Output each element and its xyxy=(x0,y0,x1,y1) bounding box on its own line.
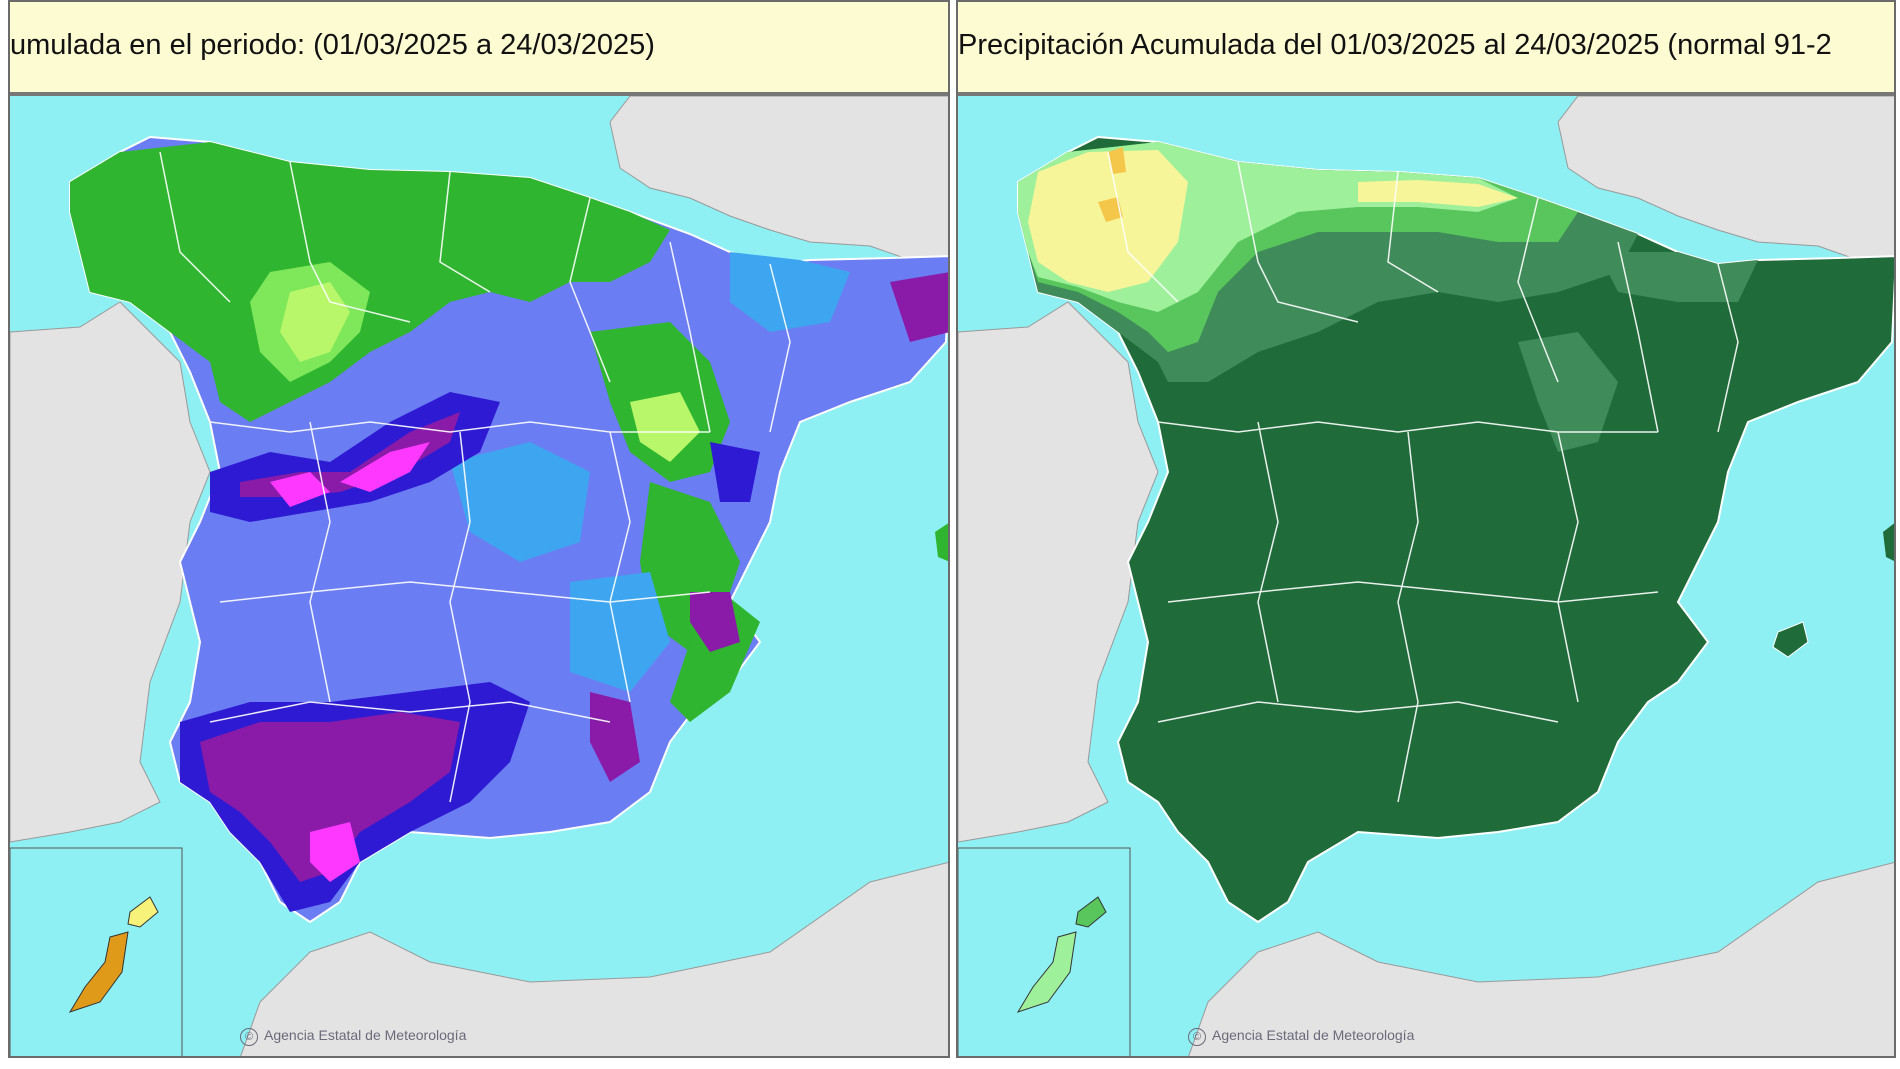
right-title-bar: Precipitación Acumulada del 01/03/2025 a… xyxy=(958,2,1894,96)
cantabria-yellow xyxy=(1358,180,1518,207)
east-dark-blue xyxy=(710,442,760,502)
right-map-title: Precipitación Acumulada del 01/03/2025 a… xyxy=(958,29,1832,61)
canary-inset-frame xyxy=(958,847,1131,1056)
right-credit: © Agencia Estatal de Meteorología xyxy=(1188,1027,1414,1046)
copyright-icon: © xyxy=(240,1028,258,1046)
canary-island-1 xyxy=(1075,896,1107,928)
morocco-land xyxy=(240,861,948,1056)
left-precipitation-map xyxy=(10,96,948,1056)
left-map-panel: umulada en el periodo: (01/03/2025 a 24/… xyxy=(8,0,950,1058)
west-magenta xyxy=(270,472,330,507)
france-land xyxy=(609,96,948,263)
right-credit-text: Agencia Estatal de Meteorología xyxy=(1212,1027,1415,1043)
northeast-cyan xyxy=(730,252,850,332)
sardinia-edge xyxy=(935,523,948,562)
canary-island-2 xyxy=(68,931,129,1013)
left-credit: © Agencia Estatal de Meteorología xyxy=(240,1027,466,1046)
south-band-purple xyxy=(200,712,460,882)
central-system-magenta xyxy=(340,442,430,492)
south-magenta xyxy=(310,822,360,882)
left-credit-text: Agencia Estatal de Meteorología xyxy=(264,1027,467,1043)
left-title-bar: umulada en el periodo: (01/03/2025 a 24/… xyxy=(10,2,948,96)
canary-inset-frame xyxy=(10,847,183,1056)
mallorca xyxy=(1772,621,1809,658)
france-land xyxy=(1557,96,1894,263)
sardinia-edge xyxy=(1883,523,1894,561)
copyright-icon: © xyxy=(1188,1028,1206,1046)
southeast-purple xyxy=(590,692,640,782)
east-coast-green xyxy=(670,582,760,722)
galicia-orange-1 xyxy=(1098,197,1123,222)
valencia-purple xyxy=(690,592,740,652)
ebro-light xyxy=(630,392,700,462)
canary-island-1 xyxy=(127,896,159,928)
ne-purple xyxy=(890,272,948,342)
canary-island-2 xyxy=(1016,931,1077,1013)
right-map-panel: Precipitación Acumulada del 01/03/2025 a… xyxy=(956,0,1896,1058)
left-map-title: umulada en el periodo: (01/03/2025 a 24/… xyxy=(10,29,655,61)
province-boundaries xyxy=(159,151,791,803)
galicia-orange-2 xyxy=(1108,147,1126,174)
right-precipitation-map xyxy=(958,96,1894,1056)
morocco-land xyxy=(1188,861,1894,1056)
ebro-medium xyxy=(1518,332,1618,452)
central-cyan-2 xyxy=(570,572,670,692)
north-green-zone xyxy=(70,142,670,422)
province-boundaries xyxy=(1107,151,1739,803)
central-cyan-1 xyxy=(450,442,590,562)
